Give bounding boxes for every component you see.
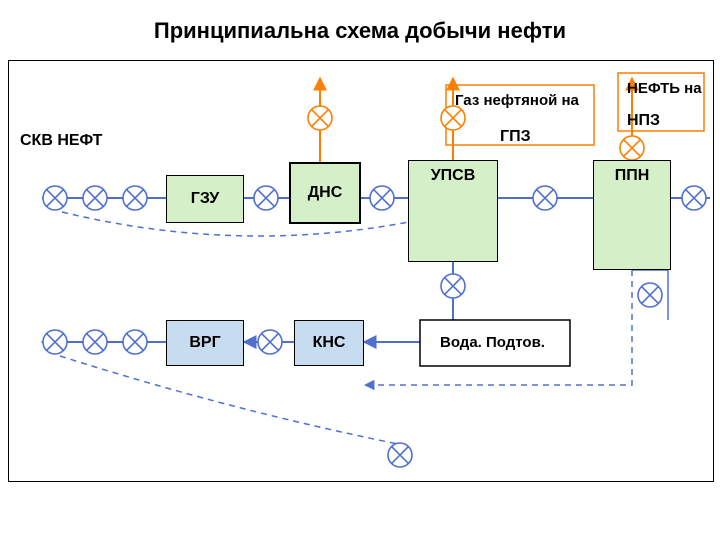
- node-dns: ДНС: [289, 162, 361, 224]
- label-skv: СКВ НЕФТ: [20, 132, 102, 150]
- label-gpz: ГПЗ: [500, 128, 531, 146]
- diagram-frame: [8, 60, 714, 482]
- diagram-canvas: { "title": { "text": "Принципиальна схем…: [0, 0, 720, 540]
- node-vrg: ВРГ: [166, 320, 244, 366]
- label-neft: НЕФТЬ на: [627, 80, 702, 97]
- diagram-title: Принципиальна схема добычи нефти: [0, 18, 720, 44]
- node-kns: КНС: [294, 320, 364, 366]
- label-npz: НПЗ: [627, 112, 660, 130]
- node-gzu: ГЗУ: [166, 175, 244, 223]
- label-gaz: Газ нефтяной на: [455, 92, 579, 109]
- node-ppn: ППН: [593, 160, 671, 270]
- label-voda: Вода. Подтов.: [440, 334, 545, 351]
- node-upsv: УПСВ: [408, 160, 498, 262]
